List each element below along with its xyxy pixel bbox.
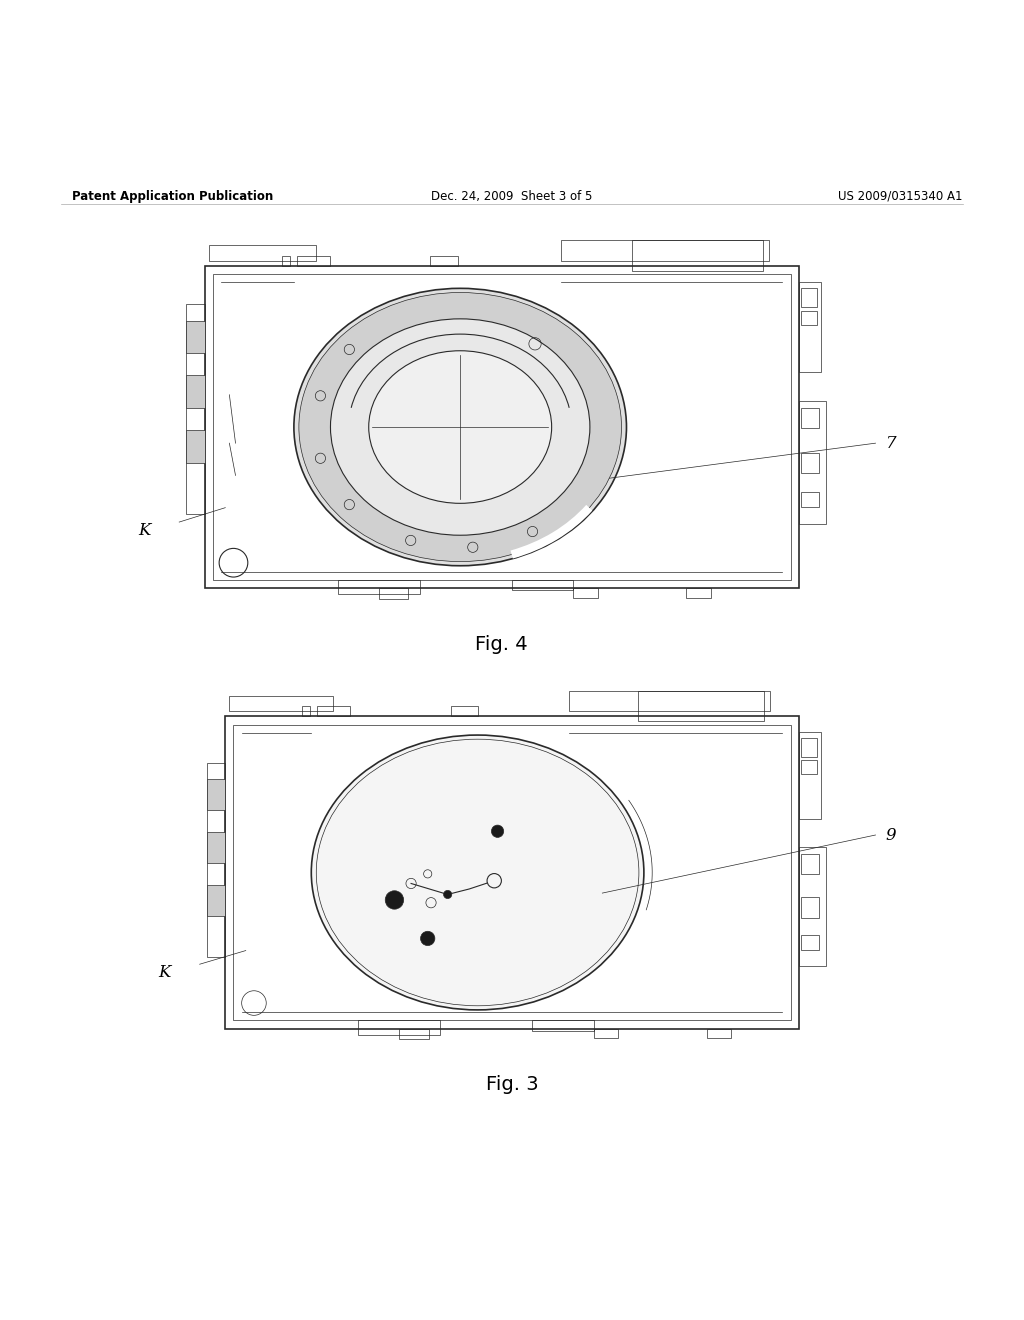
- Bar: [799, 401, 825, 524]
- Bar: [302, 706, 310, 717]
- Bar: [213, 275, 791, 579]
- Bar: [225, 717, 799, 1028]
- Bar: [209, 246, 315, 260]
- Bar: [638, 690, 764, 722]
- Text: Dec. 24, 2009  Sheet 3 of 5: Dec. 24, 2009 Sheet 3 of 5: [431, 190, 593, 203]
- Bar: [338, 579, 420, 594]
- Bar: [207, 779, 225, 810]
- Ellipse shape: [294, 288, 627, 566]
- Bar: [799, 731, 821, 820]
- Ellipse shape: [299, 293, 622, 561]
- Circle shape: [385, 891, 403, 909]
- Bar: [561, 240, 769, 260]
- Bar: [801, 854, 819, 874]
- Text: US 2009/0315340 A1: US 2009/0315340 A1: [838, 190, 963, 203]
- Bar: [801, 312, 816, 325]
- Ellipse shape: [369, 351, 552, 503]
- Bar: [186, 375, 205, 408]
- Text: K: K: [138, 521, 151, 539]
- Bar: [573, 589, 598, 598]
- Bar: [799, 282, 821, 372]
- Bar: [686, 589, 711, 598]
- Circle shape: [492, 825, 504, 837]
- Bar: [569, 690, 770, 711]
- Bar: [801, 935, 819, 950]
- Bar: [512, 579, 573, 590]
- Text: 7: 7: [886, 434, 896, 451]
- Bar: [207, 884, 225, 916]
- Text: Fig. 3: Fig. 3: [485, 1076, 539, 1094]
- Ellipse shape: [311, 735, 644, 1010]
- Bar: [594, 1028, 618, 1038]
- Bar: [399, 1028, 429, 1039]
- Bar: [799, 847, 825, 966]
- Ellipse shape: [331, 319, 590, 535]
- Bar: [633, 240, 763, 271]
- Bar: [707, 1028, 731, 1038]
- Bar: [205, 265, 799, 589]
- Circle shape: [487, 874, 502, 888]
- Text: Patent Application Publication: Patent Application Publication: [72, 190, 273, 203]
- Bar: [186, 305, 205, 513]
- Bar: [801, 288, 816, 306]
- Bar: [186, 430, 205, 462]
- Bar: [317, 706, 350, 717]
- Circle shape: [443, 891, 452, 899]
- Bar: [233, 725, 791, 1020]
- Bar: [801, 760, 816, 775]
- Bar: [532, 1020, 594, 1031]
- Bar: [801, 408, 819, 428]
- Text: 9: 9: [886, 826, 896, 843]
- Bar: [207, 763, 225, 957]
- Bar: [801, 491, 819, 507]
- Bar: [297, 256, 330, 265]
- Bar: [379, 589, 409, 598]
- Text: K: K: [159, 964, 171, 981]
- Bar: [430, 256, 458, 265]
- Bar: [801, 453, 819, 474]
- Bar: [801, 738, 816, 756]
- Text: Fig. 4: Fig. 4: [475, 635, 528, 655]
- Circle shape: [421, 932, 435, 945]
- Bar: [451, 706, 478, 717]
- Bar: [186, 321, 205, 352]
- Bar: [207, 832, 225, 863]
- Bar: [229, 696, 333, 711]
- Bar: [282, 256, 290, 265]
- Bar: [358, 1020, 440, 1035]
- Bar: [801, 898, 819, 917]
